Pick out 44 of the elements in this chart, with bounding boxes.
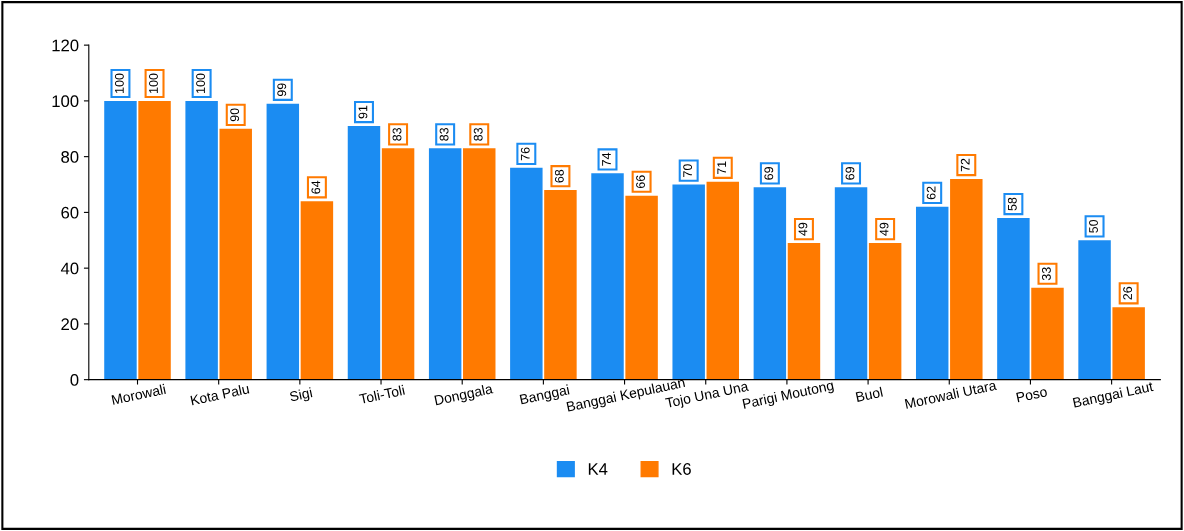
data-label: 76	[520, 147, 530, 161]
data-label: 90	[230, 108, 240, 122]
data-label: 49	[798, 222, 808, 236]
data-label: 64	[311, 180, 321, 194]
data-label: 83	[439, 127, 449, 141]
data-label: 91	[358, 105, 368, 119]
data-label: 69	[764, 167, 774, 180]
y-tick-label: 100	[52, 95, 79, 108]
y-tick-label: 40	[60, 262, 79, 275]
data-label: 71	[717, 161, 727, 175]
data-label: 68	[554, 169, 564, 183]
x-tick-label: Buol	[855, 386, 883, 403]
data-label: 83	[473, 127, 483, 141]
x-tick-label: Sigi	[289, 387, 313, 405]
x-tick-label: Morowali	[111, 383, 166, 405]
data-label: 99	[277, 83, 287, 97]
data-label: 83	[392, 127, 402, 141]
data-label: 26	[1123, 286, 1133, 300]
y-tick-label: 0	[70, 374, 79, 386]
data-label: 62	[926, 186, 936, 200]
y-tick-label: 60	[61, 206, 79, 219]
x-tick-label: Toli-Toli	[358, 384, 405, 405]
x-tick-label: Banggai Laut	[1072, 380, 1155, 411]
y-tick-label: 120	[52, 39, 79, 52]
data-label: 69	[845, 167, 855, 180]
y-tick-label: 80	[61, 151, 79, 163]
data-label: 66	[636, 175, 645, 189]
data-label: 33	[1041, 267, 1051, 281]
data-label: 70	[683, 164, 693, 177]
x-tick-label: Poso	[1016, 386, 1048, 403]
legend-label: K6	[672, 463, 691, 475]
y-tick-label: 20	[61, 318, 79, 331]
x-tick-label: Kota Palu	[190, 383, 250, 406]
data-label: 58	[1007, 197, 1017, 211]
legend-label: K4	[588, 463, 608, 475]
data-label: 74	[602, 152, 611, 166]
data-label: 100	[196, 73, 205, 93]
data-label: 100	[149, 73, 158, 93]
x-tick-label: Donggala	[434, 383, 494, 408]
x-tick-label: Morowali Utara	[904, 379, 998, 409]
data-label: 50	[1089, 219, 1098, 233]
data-label: 100	[114, 73, 124, 93]
data-label: 72	[960, 158, 970, 172]
data-label: 49	[879, 222, 889, 236]
